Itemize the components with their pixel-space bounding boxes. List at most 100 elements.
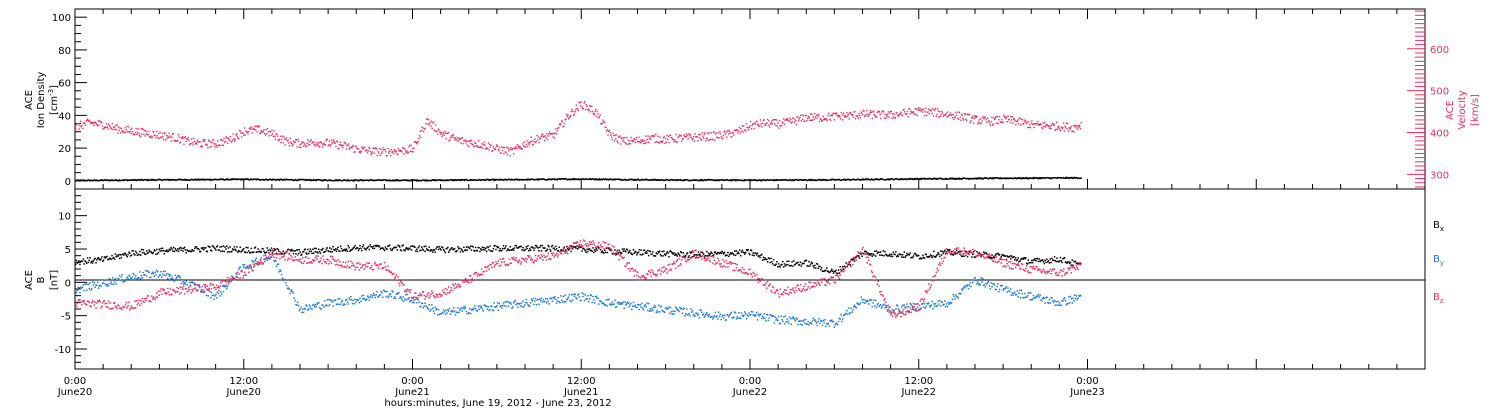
bx-point (261, 247, 263, 250)
b-tick-label: -5 (61, 312, 71, 323)
bx-point (626, 248, 628, 250)
velocity-point (748, 126, 750, 129)
density-point (396, 180, 398, 182)
by-point (351, 302, 354, 305)
bx-point (499, 248, 501, 250)
velocity-point (1021, 119, 1023, 121)
by-point (172, 278, 174, 280)
b-tick-label: -10 (55, 345, 71, 356)
by-point (213, 298, 215, 300)
velocity-point (158, 137, 161, 140)
velocity-point (193, 137, 195, 139)
velocity-point (208, 140, 210, 142)
velocity-point (93, 124, 95, 126)
velocity-point (864, 114, 866, 117)
by-point (145, 270, 147, 272)
bx-point (555, 248, 558, 250)
bx-point (351, 248, 354, 250)
bx-point (518, 246, 521, 248)
bx-point (555, 245, 557, 248)
by-point (583, 299, 586, 302)
bx-point (588, 248, 590, 250)
by-point (188, 281, 191, 284)
bx-point (874, 255, 877, 257)
by-point (582, 295, 584, 298)
bx-point (508, 249, 511, 251)
velocity-point (1050, 128, 1052, 130)
bx-point (571, 245, 573, 247)
bx-point (909, 252, 911, 254)
by-point (140, 277, 142, 280)
by-point (288, 288, 290, 290)
velocity-point (255, 129, 257, 131)
by-point (471, 308, 474, 310)
x-tick-time-label: 12:00 (229, 376, 258, 387)
bx-point (969, 251, 971, 253)
by-point (545, 297, 547, 300)
bx-point (264, 252, 266, 254)
velocity-point (923, 109, 925, 111)
density-point (1022, 177, 1024, 180)
bx-point (831, 268, 833, 271)
velocity-point (150, 135, 152, 137)
bx-point (697, 251, 700, 253)
density-point (150, 179, 153, 181)
velocity-point (213, 143, 215, 145)
by-point (298, 309, 301, 312)
by-point (176, 276, 178, 279)
by-point (305, 304, 307, 306)
velocity-point (661, 141, 663, 144)
by-point (534, 297, 537, 300)
bx-point (700, 255, 702, 258)
bx-point (424, 250, 426, 252)
by-point (474, 304, 476, 307)
velocity-point (161, 132, 163, 135)
velocity-point (223, 137, 225, 139)
by-point (284, 278, 286, 281)
density-point (806, 179, 808, 182)
bx-point (1025, 257, 1027, 259)
density-point (176, 179, 178, 181)
velocity-point (378, 147, 381, 150)
velocity-point (210, 141, 212, 143)
velocity-point (1043, 121, 1046, 123)
by-point (448, 307, 451, 310)
bx-point (570, 250, 572, 253)
bx-point (1077, 262, 1079, 264)
by-point (273, 259, 275, 262)
velocity-point (1053, 124, 1056, 126)
velocity-point (397, 153, 399, 155)
density-point (536, 178, 538, 180)
bx-point (237, 250, 240, 252)
velocity-point (717, 137, 719, 139)
by-point (146, 270, 149, 272)
bx-point (661, 250, 663, 253)
by-point (595, 295, 598, 298)
density-point (323, 179, 326, 181)
bx-point (957, 251, 960, 253)
by-point (157, 276, 160, 278)
bx-point (426, 249, 429, 251)
bx-point (518, 246, 520, 249)
bx-point (890, 253, 893, 256)
bx-point (717, 252, 720, 254)
velocity-point (1005, 116, 1008, 118)
velocity-point (211, 142, 213, 144)
bx-point (224, 246, 226, 248)
by-point (518, 303, 521, 305)
by-point (457, 307, 459, 309)
velocity-point (762, 122, 764, 124)
bx-point (380, 247, 382, 249)
velocity-point (606, 129, 608, 131)
by-point (609, 303, 611, 305)
bx-point (118, 253, 120, 256)
by-point (251, 259, 253, 262)
bx-point (648, 250, 651, 252)
velocity-point (1078, 126, 1080, 128)
velocity-point (89, 120, 91, 122)
bx-point (198, 248, 200, 251)
bx-point (908, 254, 911, 256)
velocity-tick-label: 600 (1430, 45, 1449, 56)
velocity-point (839, 115, 841, 118)
